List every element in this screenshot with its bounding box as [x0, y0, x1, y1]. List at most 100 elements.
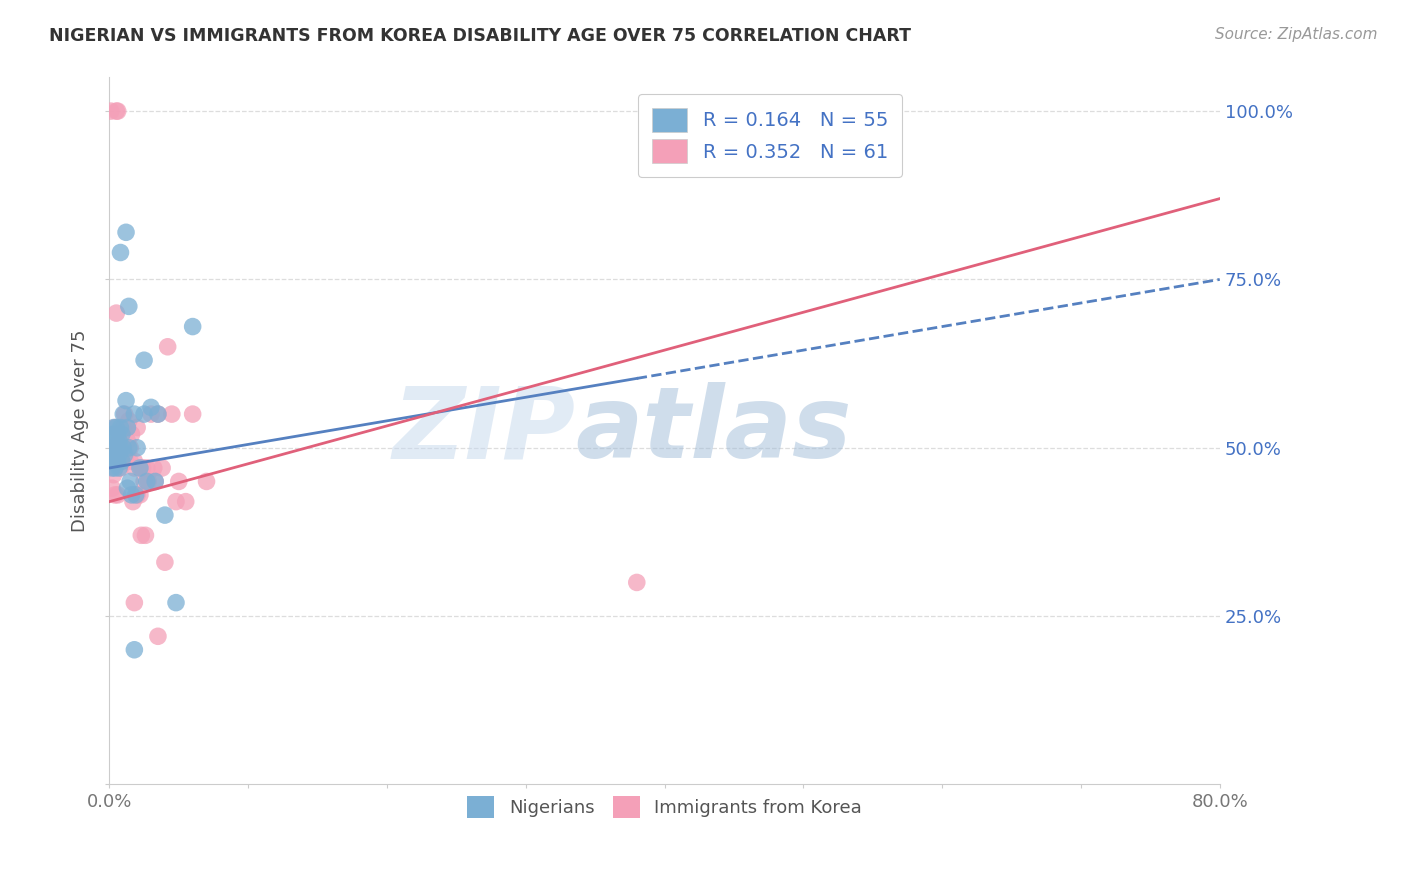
Point	[103, 441, 125, 455]
Y-axis label: Disability Age Over 75: Disability Age Over 75	[72, 330, 89, 533]
Point	[181, 319, 204, 334]
Point	[110, 461, 132, 475]
Point	[129, 461, 152, 475]
Point	[135, 461, 157, 475]
Point	[111, 454, 134, 468]
Point	[153, 555, 176, 569]
Point	[143, 475, 166, 489]
Point	[115, 225, 138, 239]
Point	[146, 407, 169, 421]
Point	[114, 448, 136, 462]
Point	[105, 441, 128, 455]
Point	[146, 629, 169, 643]
Point	[103, 467, 125, 482]
Point	[122, 494, 145, 508]
Point	[105, 434, 128, 448]
Point	[124, 461, 146, 475]
Point	[108, 434, 131, 448]
Point	[124, 454, 146, 468]
Point	[101, 454, 124, 468]
Point	[104, 427, 127, 442]
Point	[101, 427, 124, 442]
Point	[195, 475, 218, 489]
Point	[100, 448, 122, 462]
Point	[108, 461, 131, 475]
Point	[111, 427, 134, 442]
Point	[124, 596, 146, 610]
Point	[117, 434, 139, 448]
Point	[108, 434, 131, 448]
Point	[131, 461, 153, 475]
Point	[103, 441, 125, 455]
Point	[117, 420, 139, 434]
Point	[139, 407, 162, 421]
Legend: Nigerians, Immigrants from Korea: Nigerians, Immigrants from Korea	[460, 789, 869, 825]
Point	[104, 420, 127, 434]
Point	[135, 475, 157, 489]
Point	[103, 427, 125, 442]
Point	[107, 454, 129, 468]
Point	[127, 420, 149, 434]
Point	[105, 306, 128, 320]
Point	[111, 454, 134, 468]
Point	[107, 488, 129, 502]
Point	[150, 461, 173, 475]
Point	[165, 596, 187, 610]
Point	[103, 434, 125, 448]
Point	[156, 340, 179, 354]
Point	[136, 475, 159, 489]
Point	[118, 441, 141, 455]
Point	[107, 427, 129, 442]
Point	[129, 488, 152, 502]
Point	[110, 245, 132, 260]
Point	[107, 104, 129, 119]
Point	[112, 441, 135, 455]
Point	[124, 642, 146, 657]
Text: ZIP: ZIP	[392, 383, 575, 479]
Point	[146, 407, 169, 421]
Point	[104, 441, 127, 455]
Point	[104, 488, 127, 502]
Point	[124, 407, 146, 421]
Point	[174, 494, 197, 508]
Point	[120, 441, 142, 455]
Point	[110, 441, 132, 455]
Point	[167, 475, 190, 489]
Point	[107, 454, 129, 468]
Point	[101, 441, 124, 455]
Point	[105, 420, 128, 434]
Point	[112, 420, 135, 434]
Point	[112, 441, 135, 455]
Point	[103, 448, 125, 462]
Point	[108, 448, 131, 462]
Point	[103, 420, 125, 434]
Point	[127, 488, 149, 502]
Point	[129, 528, 152, 542]
Point	[132, 475, 155, 489]
Point	[104, 454, 127, 468]
Point	[114, 407, 136, 421]
Text: atlas: atlas	[575, 383, 852, 479]
Point	[105, 441, 128, 455]
Point	[160, 407, 183, 421]
Point	[121, 488, 143, 502]
Point	[115, 448, 138, 462]
Text: Source: ZipAtlas.com: Source: ZipAtlas.com	[1215, 27, 1378, 42]
Point	[108, 448, 131, 462]
Point	[129, 461, 152, 475]
Point	[110, 420, 132, 434]
Point	[101, 481, 124, 495]
Point	[100, 434, 122, 448]
Text: NIGERIAN VS IMMIGRANTS FROM KOREA DISABILITY AGE OVER 75 CORRELATION CHART: NIGERIAN VS IMMIGRANTS FROM KOREA DISABI…	[49, 27, 911, 45]
Point	[626, 575, 648, 590]
Point	[105, 448, 128, 462]
Point	[100, 104, 122, 119]
Point	[115, 393, 138, 408]
Point	[107, 441, 129, 455]
Point	[104, 461, 127, 475]
Point	[104, 454, 127, 468]
Point	[127, 441, 149, 455]
Point	[125, 488, 148, 502]
Point	[165, 494, 187, 508]
Point	[132, 407, 155, 421]
